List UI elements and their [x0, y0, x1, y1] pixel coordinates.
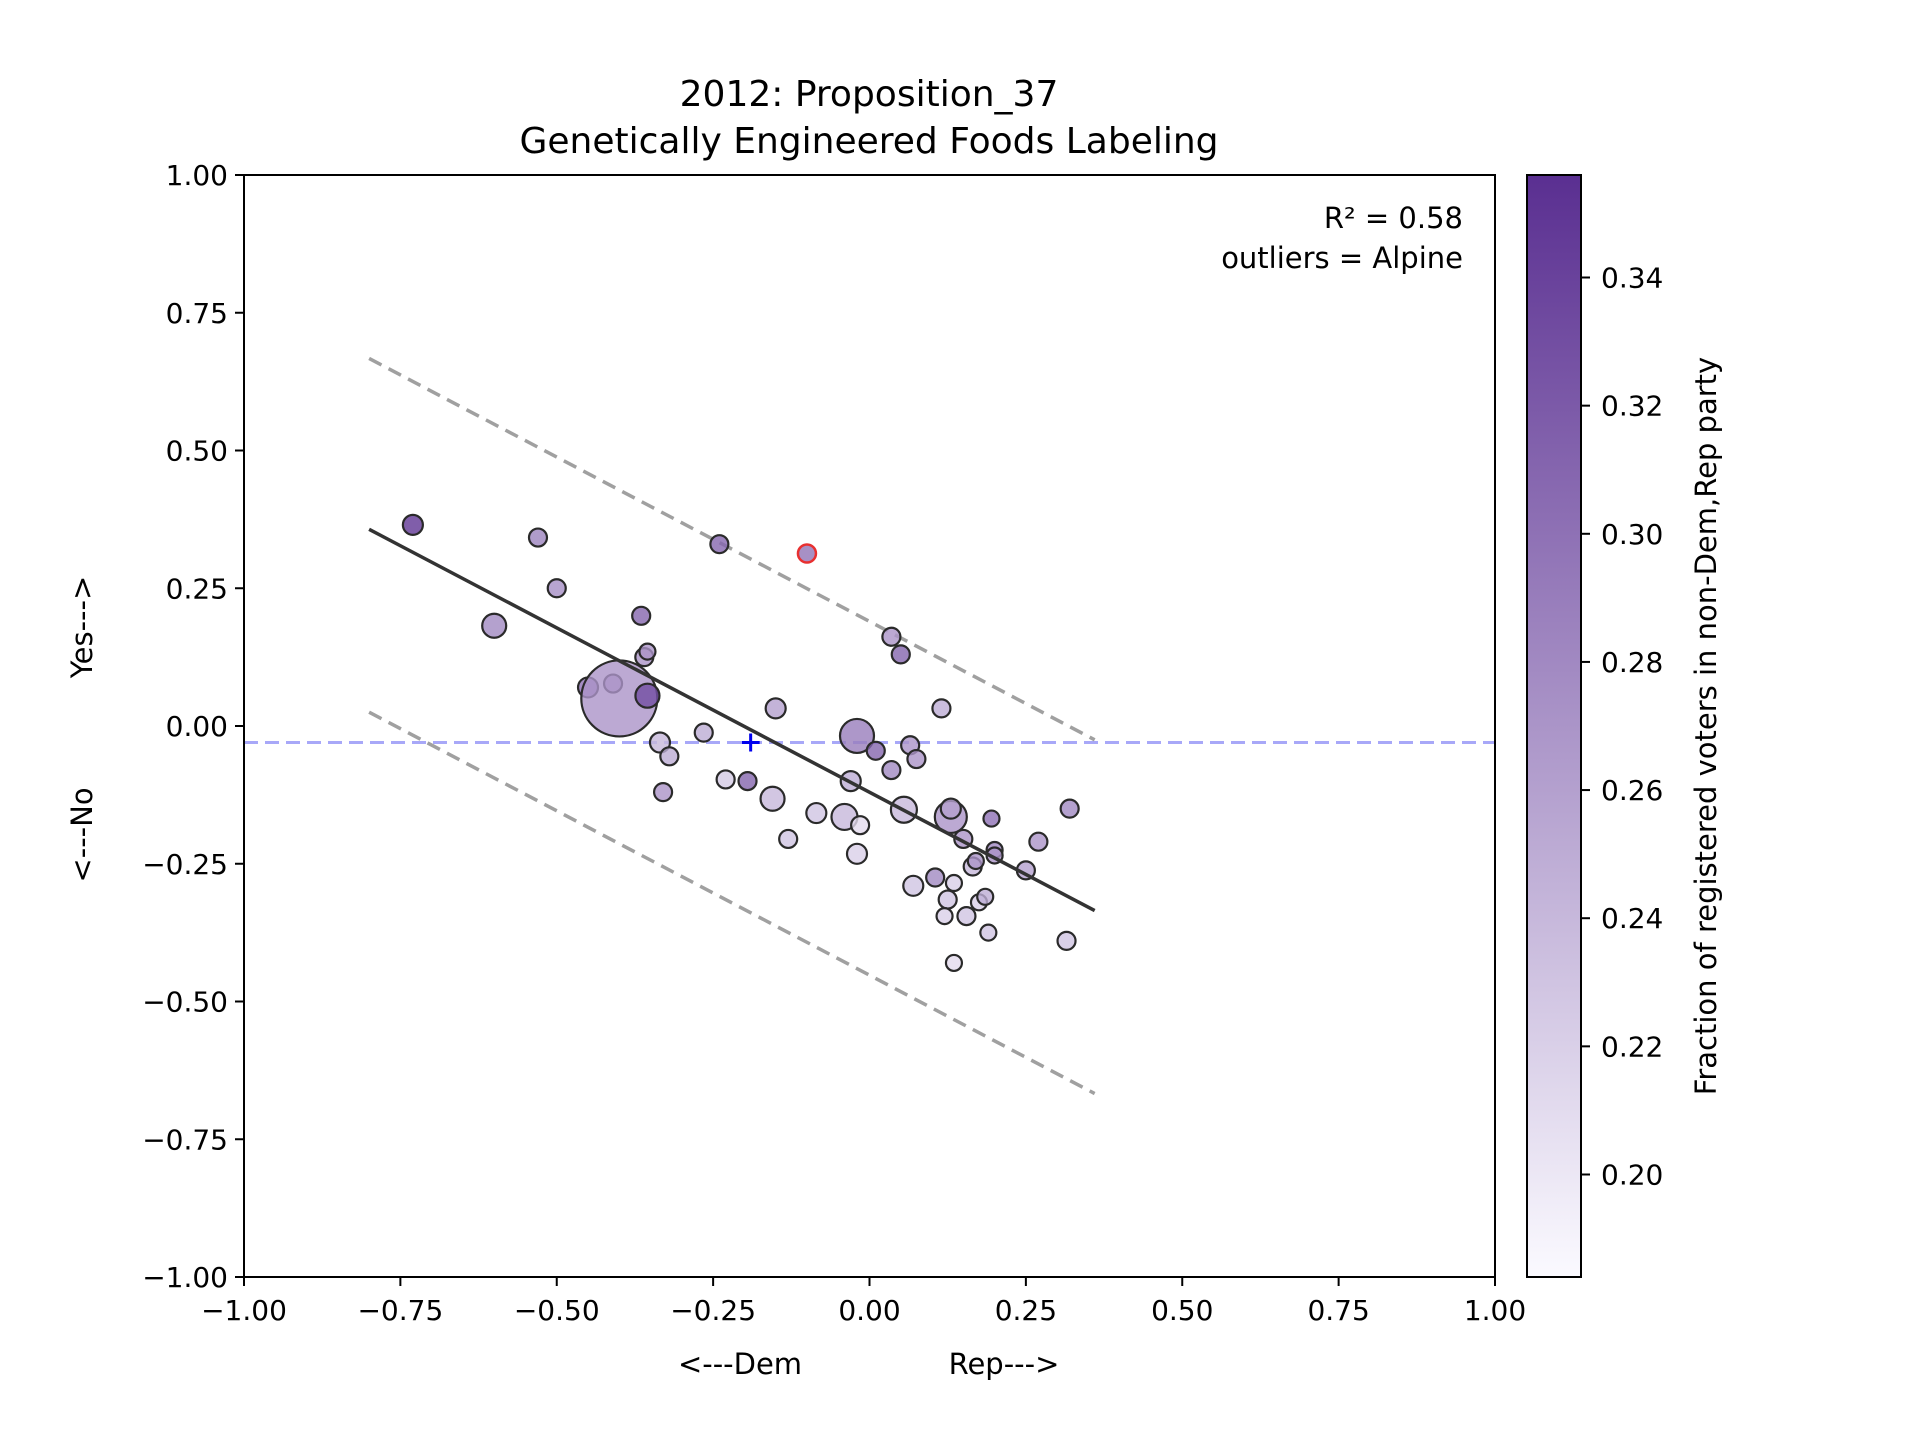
colorbar-tick-label: 0.26: [1601, 774, 1663, 807]
x-tick-label: −0.25: [670, 1294, 756, 1327]
x-tick-label: 0.50: [1151, 1294, 1213, 1327]
x-tick-label: 1.00: [1464, 1294, 1526, 1327]
y-tick-label: 0.25: [166, 572, 228, 605]
data-point-41: [935, 906, 954, 926]
data-point-49: [979, 923, 998, 942]
data-point-40: [937, 889, 958, 910]
data-point-2: [527, 527, 549, 548]
data-point-35: [902, 874, 925, 897]
data-point-12: [634, 682, 661, 709]
y-axis: 1.00 0.75 0.50 0.25 0.00 −0.25 −0.50 −0.75 −1.00: [142, 159, 244, 1294]
data-point-15: [652, 782, 674, 803]
data-point-53: [944, 953, 964, 973]
colorbar: [1526, 174, 1582, 1278]
data-point-42: [944, 873, 964, 893]
outliers-annotation: outliers = Alpine: [1221, 241, 1463, 275]
data-point-25: [845, 842, 869, 865]
upper-band-line: [368, 356, 1096, 742]
colorbar-tick-label: 0.32: [1601, 390, 1663, 423]
data-point-1: [401, 513, 424, 536]
colorbar-axis: 0.34 0.32 0.30 0.28 0.26 0.24 0.22 0.20: [1581, 262, 1663, 1191]
data-point-8: [638, 642, 657, 661]
x-tick-label: 0.75: [1307, 1294, 1369, 1327]
y-axis-label-yes: Yes--->: [65, 576, 99, 680]
data-point-37: [931, 698, 952, 719]
data-point-6: [631, 605, 652, 626]
data-point-57: [1059, 798, 1080, 819]
data-point-46: [966, 851, 985, 871]
colorbar-tick-label: 0.22: [1601, 1030, 1663, 1063]
y-tick-label: −1.00: [142, 1261, 228, 1294]
data-point-16: [693, 722, 714, 743]
regression-line: [368, 527, 1096, 913]
colorbar-tick-label: 0.34: [1601, 262, 1663, 295]
data-point-31: [890, 644, 911, 665]
data-point-20: [759, 785, 786, 812]
colorbar-label: Fraction of registered voters in non-Dem…: [1689, 357, 1723, 1095]
colorbar-tick-label: 0.30: [1601, 518, 1663, 551]
data-point-28: [865, 740, 886, 761]
y-tick-label: 0.00: [166, 710, 228, 743]
lower-band-line: [368, 710, 1096, 1096]
data-point-36: [925, 867, 946, 888]
x-tick-label: −1.00: [201, 1294, 287, 1327]
data-point-34: [906, 748, 927, 770]
r-squared-annotation: R² = 0.58: [1324, 201, 1463, 235]
chart-title-line1: 2012: Proposition_37: [680, 74, 1059, 115]
y-tick-label: 1.00: [166, 159, 228, 192]
data-point-44: [956, 905, 977, 927]
data-point-55: [1028, 831, 1049, 852]
data-point-14: [659, 746, 680, 767]
data-point-26: [850, 815, 871, 836]
data-point-50: [982, 809, 1001, 828]
data-point-17: [715, 769, 736, 790]
x-axis: −1.00 −0.75 −0.50 −0.25 0.00 0.25 0.50 0.75 1.00: [201, 1277, 1526, 1327]
data-point-19: [764, 697, 787, 720]
chart-title-line2: Genetically Engineered Foods Labeling: [519, 121, 1218, 162]
x-axis-label-dem: <---Dem: [678, 1347, 802, 1381]
data-point-48: [976, 887, 995, 906]
x-tick-label: −0.75: [357, 1294, 443, 1327]
data-point-4: [546, 578, 567, 599]
data-point-56: [1056, 930, 1077, 951]
x-tick-label: 0.25: [995, 1294, 1057, 1327]
colorbar-tick-label: 0.28: [1601, 646, 1663, 679]
outlier-point: [796, 543, 818, 564]
data-point-21: [778, 828, 799, 850]
y-tick-label: −0.50: [142, 986, 228, 1019]
colorbar-tick-label: 0.20: [1601, 1158, 1663, 1191]
y-axis-label-no: <---No: [65, 787, 99, 882]
data-point-3: [481, 612, 508, 639]
y-tick-label: −0.25: [142, 848, 228, 881]
series-layer: [244, 356, 1495, 1096]
mean-marker: [741, 733, 760, 752]
data-point-30: [881, 626, 902, 647]
x-axis-label-rep: Rep--->: [949, 1347, 1060, 1381]
data-point-39: [939, 797, 962, 820]
x-tick-label: −0.50: [514, 1294, 600, 1327]
data-point-22: [805, 801, 828, 825]
data-point-5: [709, 534, 730, 555]
data-point-18: [737, 770, 758, 792]
colorbar-tick-label: 0.24: [1601, 902, 1663, 935]
y-tick-label: −0.75: [142, 1123, 228, 1156]
data-point-29: [881, 759, 902, 781]
data-point-27: [838, 717, 876, 755]
y-tick-label: 0.50: [166, 435, 228, 468]
y-tick-label: 0.75: [166, 297, 228, 330]
x-tick-label: 0.00: [838, 1294, 900, 1327]
